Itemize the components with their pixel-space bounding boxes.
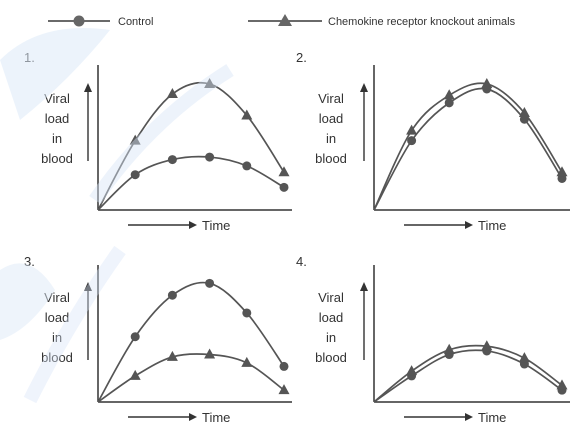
panel-label: 1.: [24, 50, 35, 65]
data-point-knockout: [481, 77, 493, 88]
y-axis-label-word: in: [52, 330, 62, 345]
data-point-control: [205, 152, 215, 162]
data-point-knockout: [204, 77, 216, 88]
x-axis-label: Time: [202, 410, 230, 425]
series-line-knockout: [373, 344, 563, 403]
y-axis-label-word: load: [45, 310, 70, 325]
data-point-control: [444, 98, 454, 108]
series-line-control: [97, 281, 285, 403]
panel-4: 4. Viral load in blood Time: [296, 254, 570, 425]
panel-1: 1. Viral load in blood Time: [24, 50, 292, 233]
y-axis-label-word: in: [326, 330, 336, 345]
time-arrow-head: [189, 221, 197, 229]
y-axis-label-word: blood: [41, 151, 73, 166]
legend-knockout-marker: [278, 14, 292, 26]
y-axis-label-word: blood: [315, 350, 347, 365]
data-point-control: [167, 290, 177, 300]
data-point-knockout: [278, 384, 290, 395]
panel-3: 3. Viral load in blood Time: [24, 254, 292, 425]
data-point-knockout: [443, 89, 455, 100]
x-axis-label: Time: [478, 218, 506, 233]
y-axis-label-word: load: [319, 111, 344, 126]
panel-label: 2.: [296, 50, 307, 65]
data-point-knockout: [166, 350, 178, 361]
y-arrow-head: [84, 282, 92, 291]
y-axis-label-word: Viral: [318, 91, 344, 106]
panel-label: 3.: [24, 254, 35, 269]
data-point-control: [167, 155, 177, 165]
y-axis-label-word: in: [52, 131, 62, 146]
legend-control-marker: [73, 15, 85, 27]
series-line-control: [373, 87, 563, 211]
series-line-knockout: [97, 353, 285, 403]
data-point-control: [205, 278, 215, 288]
series-line-knockout: [373, 82, 563, 211]
data-point-knockout: [204, 348, 216, 359]
data-point-control: [279, 361, 289, 371]
panel-label: 4.: [296, 254, 307, 269]
legend-knockout-label: Chemokine receptor knockout animals: [328, 16, 516, 28]
y-axis-label-word: Viral: [318, 290, 344, 305]
legend-control-label: Control: [118, 16, 153, 28]
data-point-control: [242, 161, 252, 171]
y-arrow-head: [360, 83, 368, 92]
y-axis-label-word: load: [45, 111, 70, 126]
data-point-knockout: [278, 166, 290, 177]
data-point-knockout: [406, 124, 418, 135]
data-point-control: [130, 170, 140, 180]
x-axis-label: Time: [478, 410, 506, 425]
data-point-knockout: [518, 106, 530, 117]
data-point-knockout: [406, 365, 418, 376]
time-arrow-head: [465, 413, 473, 421]
data-point-knockout: [241, 109, 253, 120]
panel-2: 2. Viral load in blood Time: [296, 50, 570, 233]
panels: 1. Viral load in blood Time 2. Viral load in blood…: [24, 50, 570, 425]
data-point-control: [279, 182, 289, 192]
data-point-knockout: [481, 340, 493, 351]
data-point-control: [242, 308, 252, 318]
y-axis-label-word: blood: [41, 350, 73, 365]
y-axis-label-word: load: [319, 310, 344, 325]
data-point-knockout: [443, 343, 455, 354]
data-point-control: [407, 136, 417, 146]
data-point-knockout: [129, 134, 141, 145]
y-arrow-head: [84, 83, 92, 92]
series-line-knockout: [97, 81, 285, 211]
y-axis-label-word: Viral: [44, 91, 70, 106]
y-axis-label-word: blood: [315, 151, 347, 166]
data-point-knockout: [129, 369, 141, 380]
legend: Control Chemokine receptor knockout anim…: [48, 14, 516, 28]
data-point-knockout: [241, 356, 253, 367]
data-point-knockout: [556, 379, 568, 390]
series-line-control: [97, 155, 285, 211]
y-axis-label-word: in: [326, 131, 336, 146]
time-arrow-head: [465, 221, 473, 229]
y-axis-label-word: Viral: [44, 290, 70, 305]
data-point-control: [130, 332, 140, 342]
data-point-knockout: [556, 166, 568, 177]
x-axis-label: Time: [202, 218, 230, 233]
time-arrow-head: [189, 413, 197, 421]
data-point-control: [557, 173, 567, 183]
y-arrow-head: [360, 282, 368, 291]
data-point-knockout: [518, 352, 530, 363]
data-point-knockout: [166, 88, 178, 99]
series-line-control: [373, 349, 563, 403]
